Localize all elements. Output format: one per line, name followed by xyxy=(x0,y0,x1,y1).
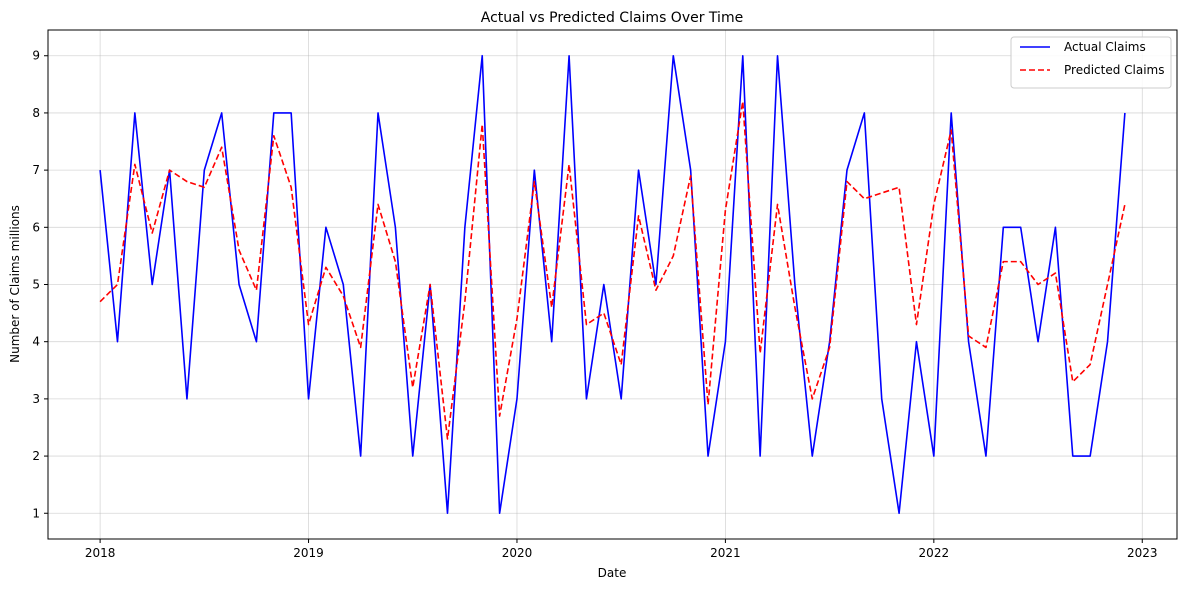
y-tick-label: 4 xyxy=(32,335,40,349)
x-tick-label: 2023 xyxy=(1127,546,1158,560)
x-axis: 2018 2019 2020 2021 2022 2023 xyxy=(85,539,1158,560)
x-axis-label: Date xyxy=(598,566,627,580)
y-tick-label: 8 xyxy=(32,106,40,120)
x-tick-label: 2019 xyxy=(293,546,324,560)
y-tick-label: 3 xyxy=(32,392,40,406)
y-axis-label: Number of Claims millions xyxy=(8,205,22,363)
x-tick-label: 2018 xyxy=(85,546,116,560)
legend: Actual Claims Predicted Claims xyxy=(1010,36,1172,89)
y-tick-label: 7 xyxy=(32,163,40,177)
legend-label-actual: Actual Claims xyxy=(1064,40,1146,54)
y-tick-label: 1 xyxy=(32,506,40,520)
actual-claims-line xyxy=(99,54,1126,515)
chart-title: Actual vs Predicted Claims Over Time xyxy=(481,10,743,26)
legend-label-predicted: Predicted Claims xyxy=(1064,63,1165,77)
y-axis: 1 2 3 4 5 6 7 8 9 xyxy=(32,49,48,520)
series-layer xyxy=(99,54,1126,515)
predicted-claims-line xyxy=(99,100,1126,440)
x-tick-label: 2022 xyxy=(919,546,950,560)
legend-box xyxy=(1010,36,1172,89)
y-tick-label: 2 xyxy=(32,449,40,463)
y-tick-label: 5 xyxy=(32,278,40,292)
y-tick-label: 6 xyxy=(32,220,40,234)
x-tick-label: 2021 xyxy=(710,546,741,560)
x-tick-label: 2020 xyxy=(502,546,533,560)
y-tick-label: 9 xyxy=(32,49,40,63)
